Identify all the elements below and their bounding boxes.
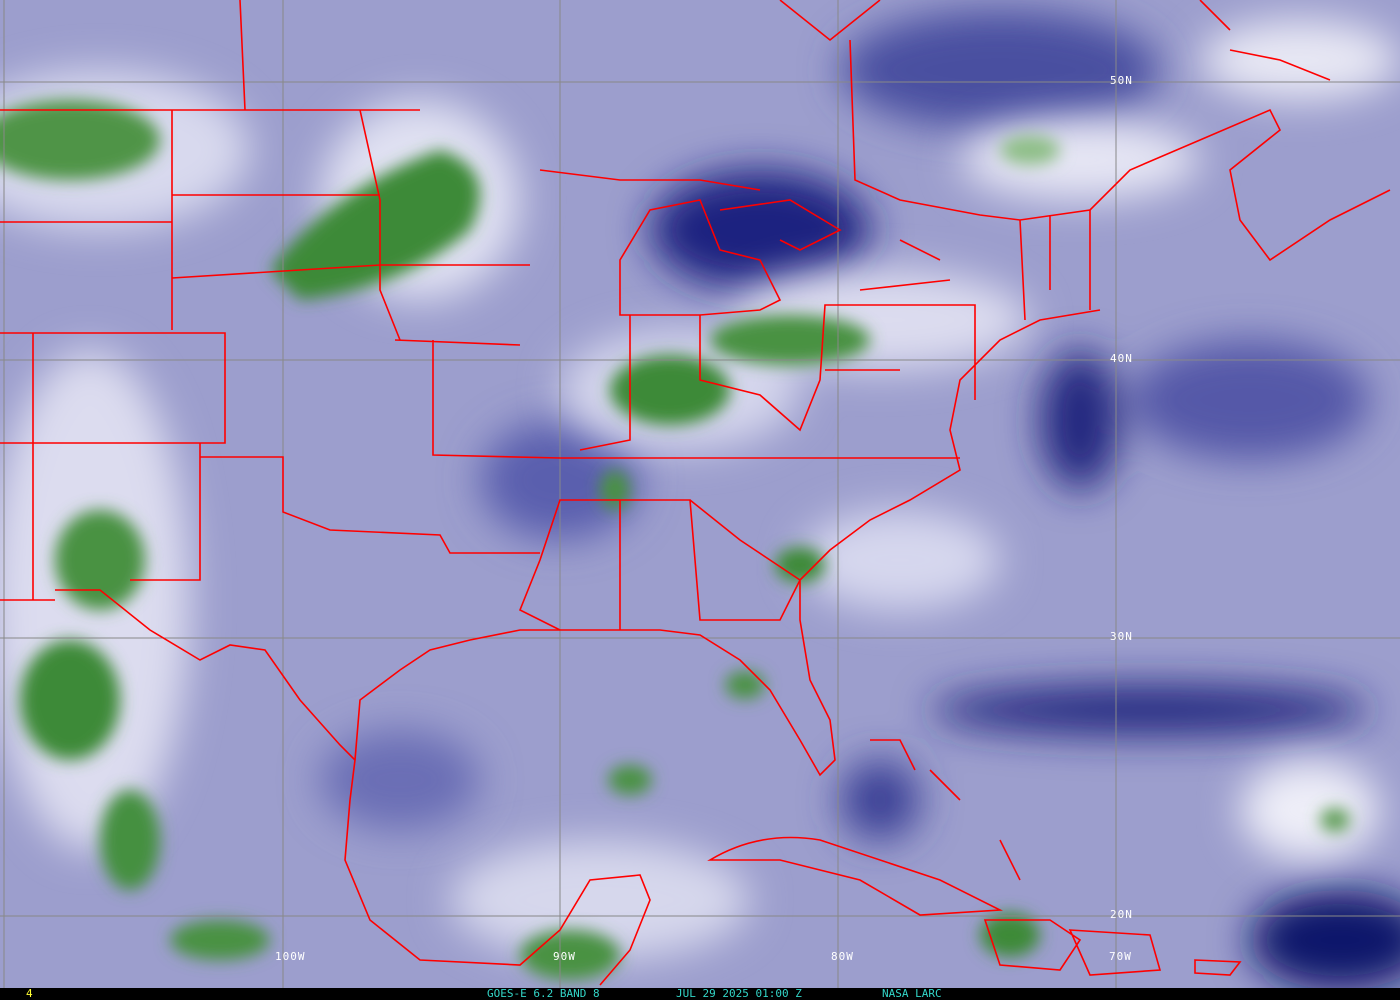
product-label: GOES-E 6.2 BAND 8 xyxy=(487,987,600,1000)
deep-convection xyxy=(0,100,1350,980)
lat-label-50n: 50N xyxy=(1110,74,1133,87)
lon-label-90w: 90W xyxy=(553,950,576,963)
lon-label-80w: 80W xyxy=(831,950,854,963)
caption-bar: 4 GOES-E 6.2 BAND 8 JUL 29 2025 01:00 Z … xyxy=(0,988,1400,1000)
political-borders xyxy=(0,0,1391,986)
lat-label-20n: 20N xyxy=(1110,908,1133,921)
lat-label-30n: 30N xyxy=(1110,630,1133,643)
lat-label-40n: 40N xyxy=(1110,352,1133,365)
lon-label-100w: 100W xyxy=(275,950,306,963)
dry-regions xyxy=(320,10,1400,988)
timestamp: JUL 29 2025 01:00 Z xyxy=(676,987,802,1000)
frame-number: 4 xyxy=(26,987,33,1000)
lon-label-70w: 70W xyxy=(1109,950,1132,963)
source-label: NASA LARC xyxy=(882,987,942,1000)
